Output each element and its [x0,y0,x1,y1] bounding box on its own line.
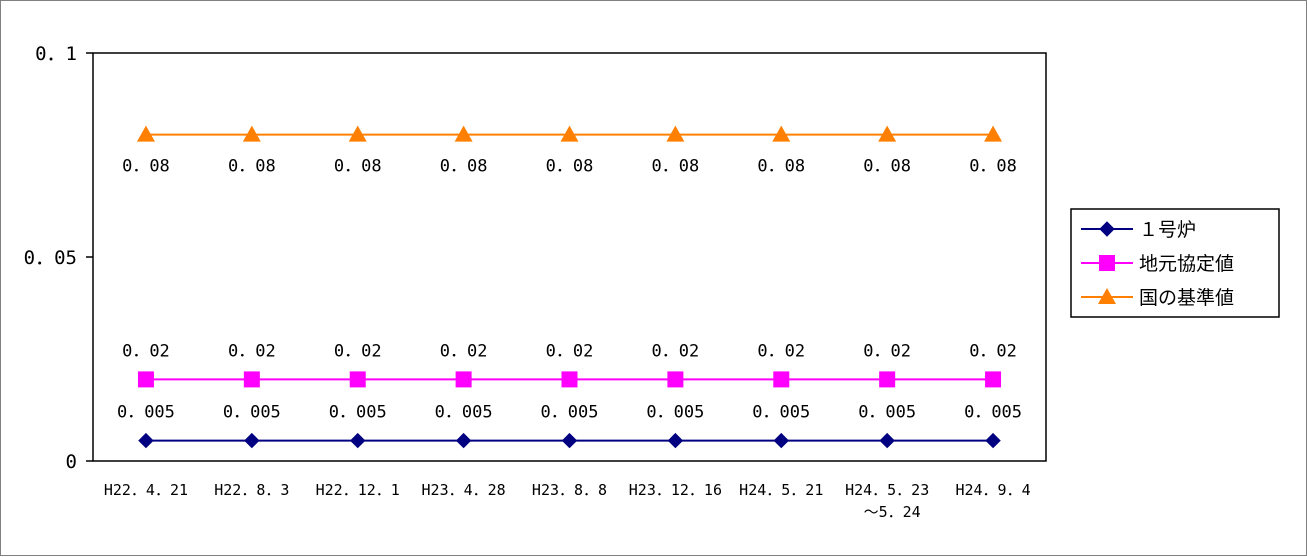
data-label: 0．005 [964,403,1022,423]
data-label: 0．02 [652,341,700,361]
y-tick-label: 0．05 [24,247,77,269]
series-2: 0．08 0．08 0．08 0．08 0．08 0．08 0．08 0．08 0．08 [122,125,1017,177]
data-label: 0．08 [228,157,276,177]
triangle-marker [984,125,1003,142]
x-tick-label: H24．9．4 [955,481,1030,499]
diamond-marker [561,432,578,449]
data-label: 0．08 [652,157,700,177]
data-label: 0．08 [969,157,1017,177]
legend-entry: 地元協定値 [1081,253,1234,275]
diamond-marker [985,432,1001,449]
triangle-marker [242,125,261,142]
diamond-marker [350,432,366,449]
legend-entry: 国の基準値 [1081,287,1234,309]
data-label: 0．02 [863,341,911,361]
square-marker [879,371,896,388]
data-label: 0．08 [757,157,805,177]
triangle-marker [560,125,579,142]
triangle-marker [878,125,897,142]
data-label: 0．02 [228,341,276,361]
square-marker [667,371,684,388]
square-marker [773,371,790,388]
data-label: 0．005 [646,403,704,423]
y-tick-label: 0 [66,451,77,473]
data-label: 0．005 [223,403,281,423]
legend-entry: １号炉 [1081,219,1196,241]
x-tick-label: H22．12．1 [316,481,400,499]
x-tick-label: H23．4．28 [422,481,506,499]
x-tick-label: H24．5．23 [845,481,929,499]
square-marker [561,371,578,388]
x-tick-label: H22．4．21 [104,481,188,499]
triangle-marker [348,125,367,142]
data-label: 0．005 [752,403,810,423]
square-marker [1099,255,1115,271]
data-label: 0．02 [122,341,170,361]
diamond-marker [773,432,789,449]
data-label: 0．02 [757,341,805,361]
data-label: 0．02 [334,341,382,361]
data-label: 0．005 [329,403,387,423]
diamond-marker [455,432,472,449]
triangle-marker [1098,288,1116,304]
triangle-marker [772,125,791,142]
triangle-marker [136,125,155,142]
legend-label: 地元協定値 [1139,253,1234,275]
data-label: 0．08 [122,157,170,177]
y-tick-label: 0．1 [35,43,77,65]
legend-label: 国の基準値 [1139,287,1234,309]
square-marker [455,371,472,388]
data-label: 0．08 [546,157,594,177]
series-1: 0．02 0．02 0．02 0．02 0．02 0．02 0．02 0．02 0．02 [122,341,1017,388]
data-label: 0．08 [863,157,911,177]
data-label: 0．005 [858,403,916,423]
square-marker [137,371,154,388]
square-marker [349,371,366,388]
x-tick-label: H24．5．21 [739,481,823,499]
data-label: 0．005 [435,403,493,423]
data-label: 0．005 [541,403,599,423]
x-tick-label: H23．12．16 [629,481,722,499]
data-label: 0．08 [440,157,488,177]
diamond-marker [667,432,684,449]
diamond-marker [1099,221,1115,237]
square-marker [985,371,1002,388]
legend-label: １号炉 [1139,219,1196,241]
triangle-marker [666,125,685,142]
x-tick-label: H22．8．3 [214,481,289,499]
diamond-marker [244,432,260,449]
data-label: 0．02 [440,341,488,361]
diamond-marker [138,432,154,449]
diamond-marker [879,432,895,449]
x-tick-label: H23．8．8 [532,481,607,499]
x-tick-label: ～5．24 [864,503,921,521]
data-label: 0．08 [334,157,382,177]
data-label: 0．02 [546,341,594,361]
data-label: 0．02 [969,341,1017,361]
series-0: 0．005 0．005 0．005 0．005 0．005 0．005 0．005 0．005… [117,403,1022,449]
square-marker [243,371,260,388]
data-label: 0．005 [117,403,175,423]
plot-area [92,52,1047,462]
triangle-marker [454,125,473,142]
